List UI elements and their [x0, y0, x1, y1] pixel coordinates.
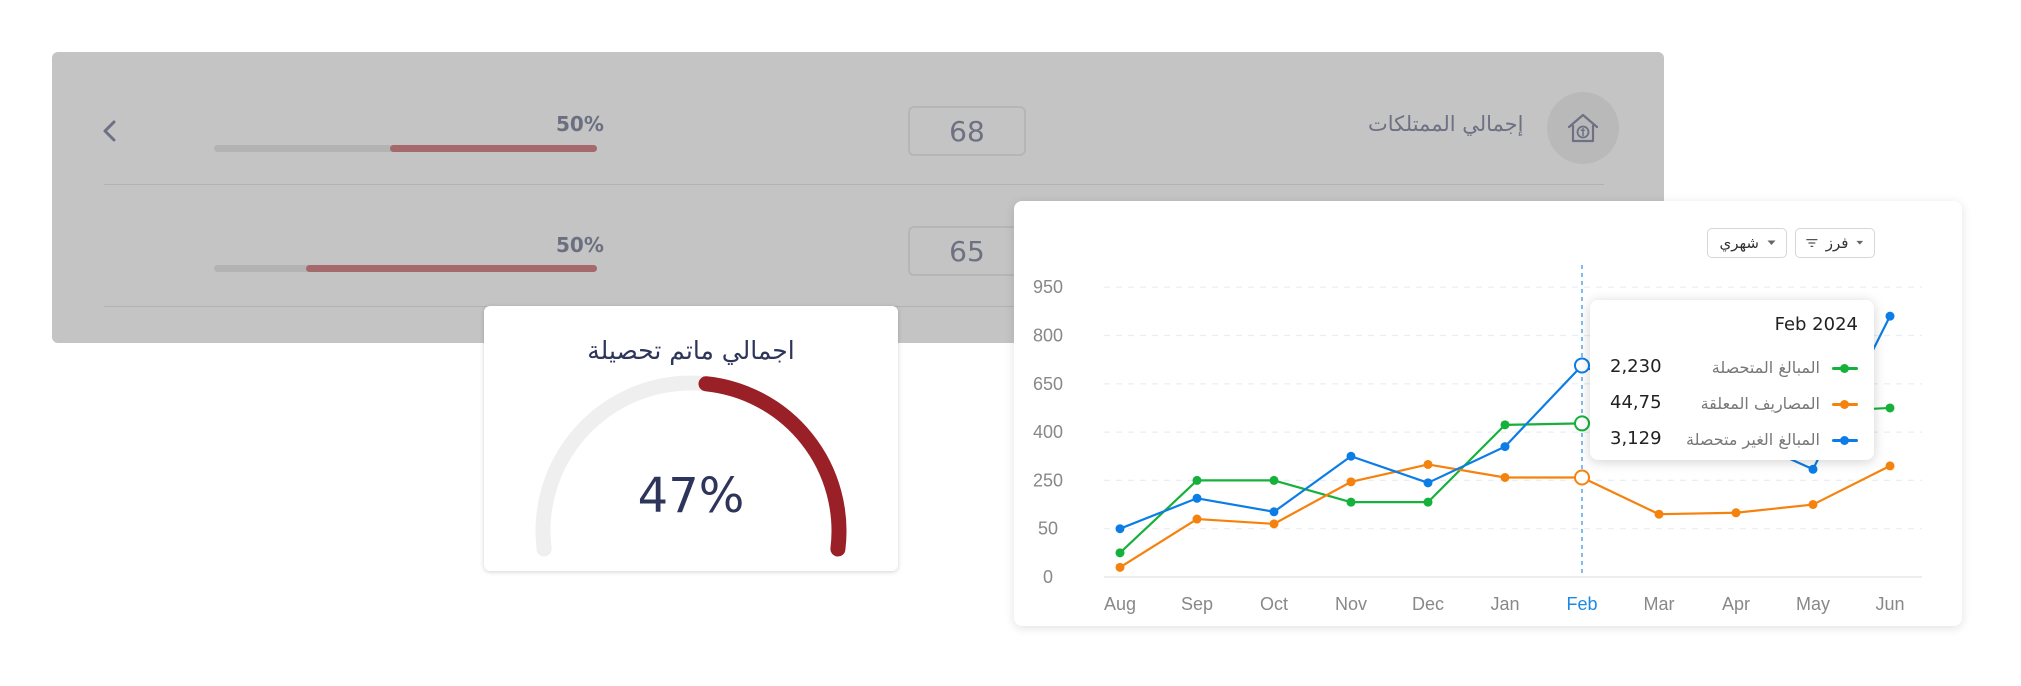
tooltip-label: المبالغ الغير متحصلة — [1685, 430, 1820, 449]
tooltip-title: Feb 2024 — [1774, 314, 1858, 335]
tooltip-value: 2,230 — [1610, 356, 1662, 377]
legend-dot — [1840, 436, 1849, 445]
tooltip-row: 44,75 المصاريف المعلقة — [1590, 390, 1874, 420]
legend-dot — [1840, 400, 1849, 409]
progress-percent-label: 50% — [556, 112, 604, 136]
progress-bar — [214, 145, 597, 152]
count-box: 68 — [908, 106, 1026, 156]
count-box: 65 — [908, 226, 1026, 276]
gauge-value: 47% — [637, 468, 745, 524]
gauge-svg — [535, 375, 847, 557]
progress-bar-fill — [390, 145, 597, 152]
caret-down-icon — [1767, 240, 1776, 245]
chevron-left-icon[interactable] — [98, 113, 122, 149]
caret-down-icon — [1856, 240, 1864, 245]
table-row-divider — [104, 184, 1604, 185]
progress-percent-label: 50% — [556, 233, 604, 257]
gauge-title: اجمالي ماتم تحصيلة — [587, 336, 795, 365]
gauge-track — [535, 375, 847, 557]
filter-icon — [1806, 239, 1818, 247]
period-dropdown[interactable]: شهري — [1707, 228, 1787, 258]
tooltip-label: المصاريف المعلقة — [1700, 394, 1820, 413]
sort-label: فرز — [1825, 234, 1849, 252]
tooltip-label: المبالغ المتحصلة — [1711, 358, 1820, 377]
home-dollar-icon — [1547, 92, 1619, 164]
tooltip-value: 3,129 — [1610, 428, 1662, 449]
collection-gauge-card: اجمالي ماتم تحصيلة 47% — [484, 306, 898, 571]
gauge-arc — [698, 376, 847, 557]
chart-tooltip: Feb 2024 2,230 المبالغ المتحصلة 44,75 ال… — [1590, 300, 1874, 460]
tooltip-row: 3,129 المبالغ الغير متحصلة — [1590, 426, 1874, 456]
tooltip-row: 2,230 المبالغ المتحصلة — [1590, 354, 1874, 384]
tooltip-value: 44,75 — [1610, 392, 1662, 413]
progress-bar-fill — [305, 265, 597, 272]
legend-dot — [1840, 364, 1849, 373]
sort-dropdown[interactable]: فرز — [1795, 228, 1875, 258]
period-label: شهري — [1719, 234, 1760, 252]
progress-bar — [214, 265, 597, 272]
total-properties-label: إجمالي الممتلكات — [1368, 112, 1524, 136]
